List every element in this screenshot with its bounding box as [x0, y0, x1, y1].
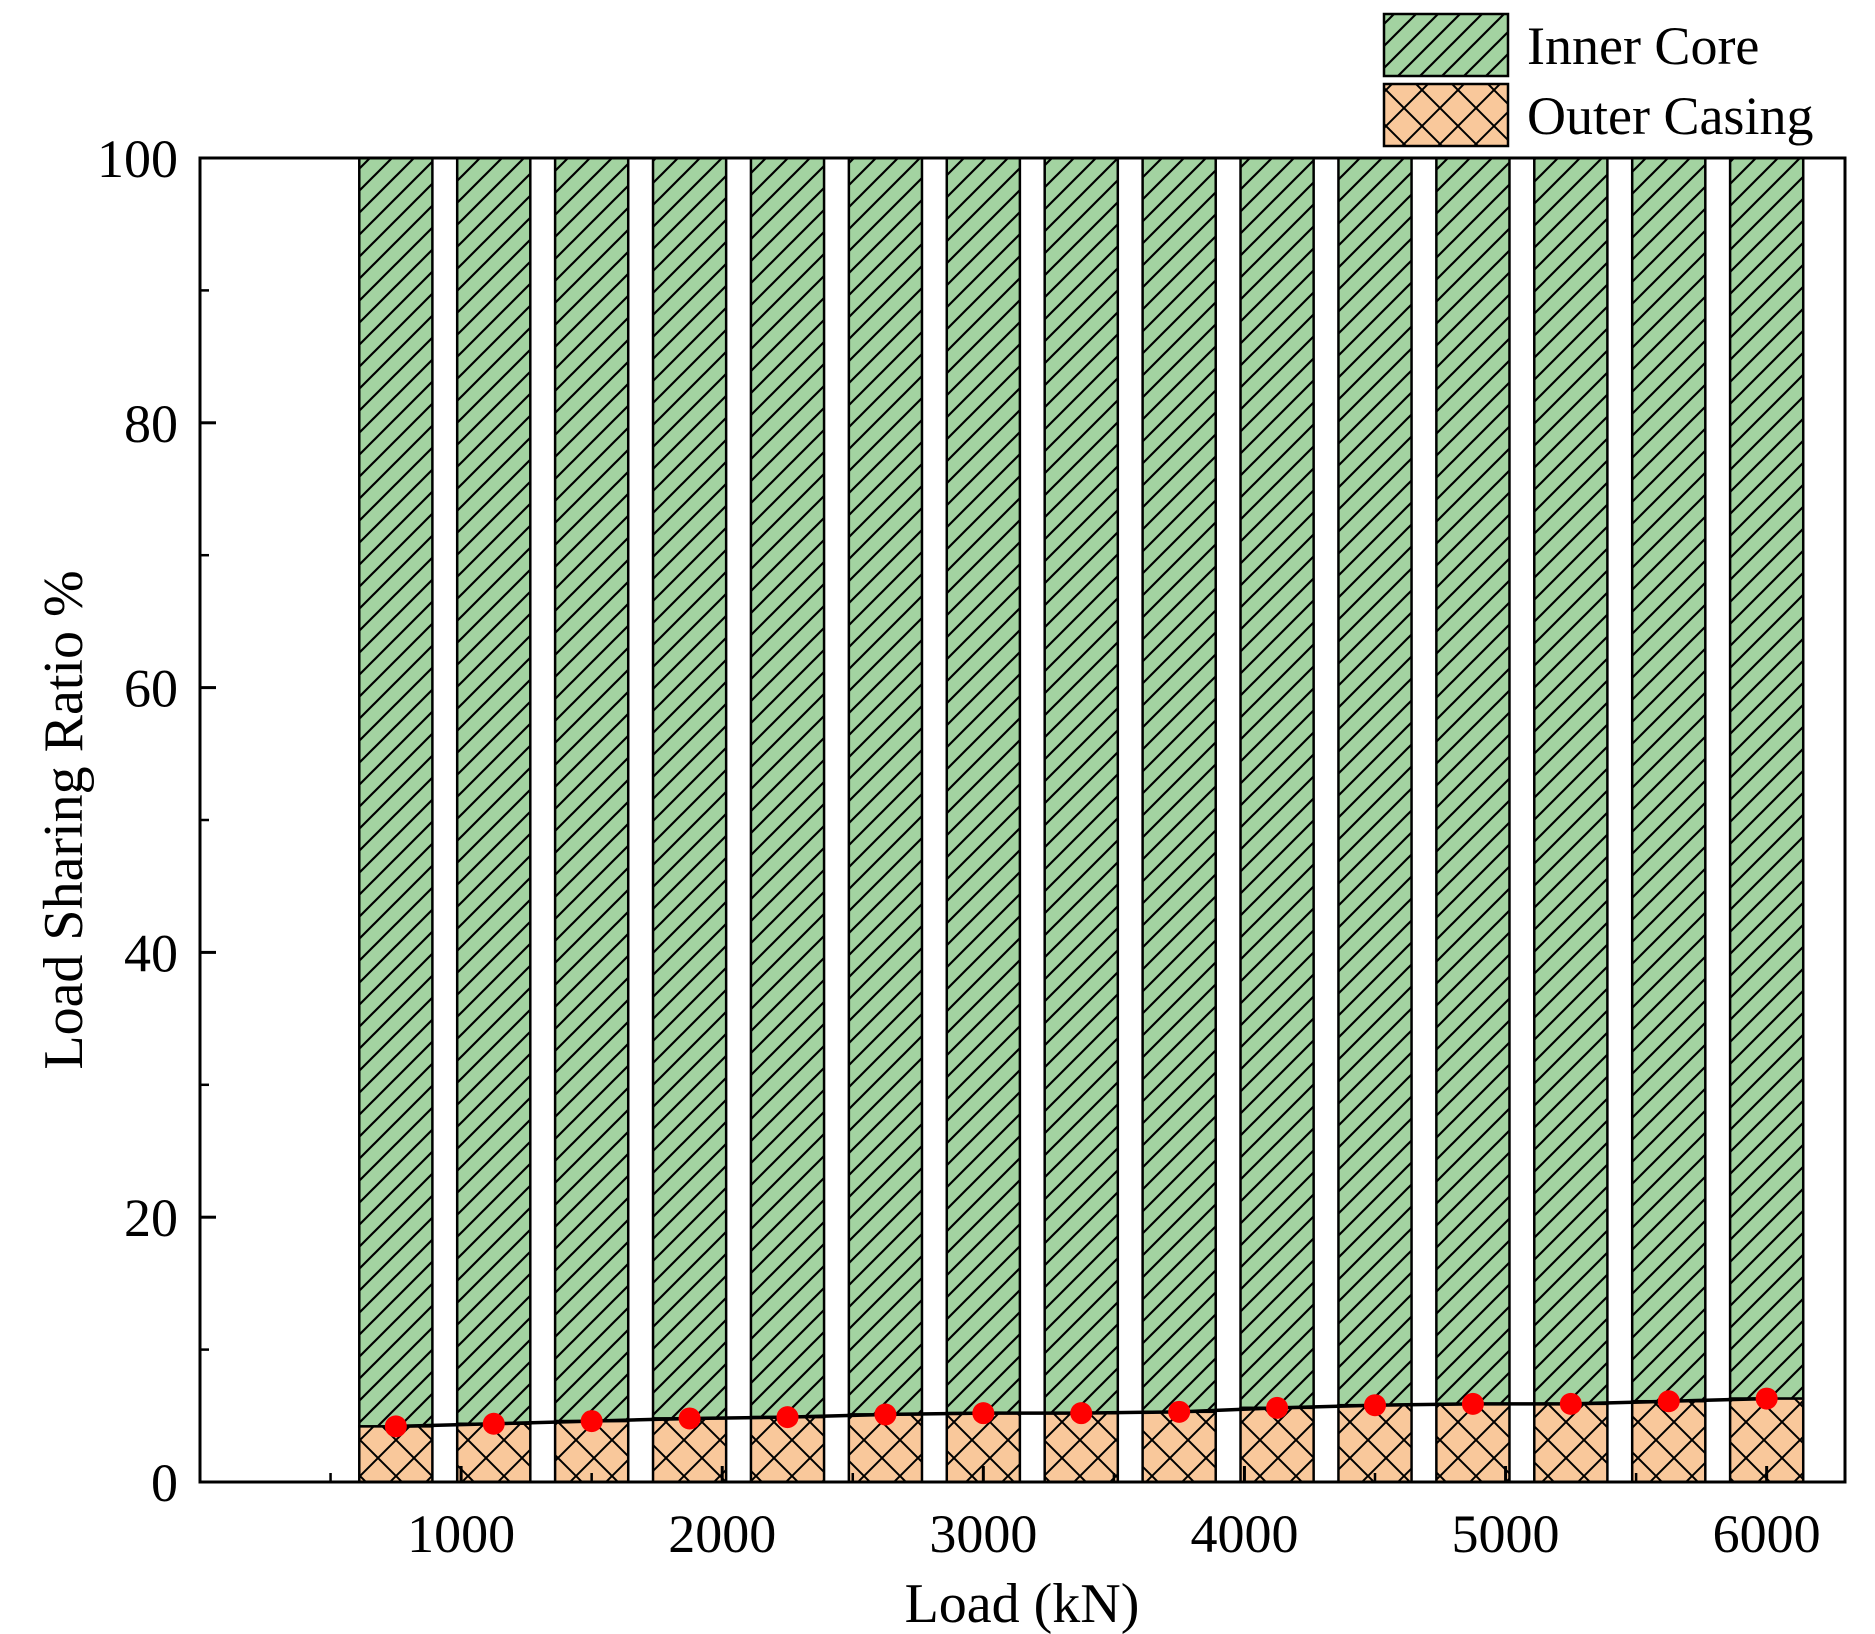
outer-casing-bar — [1630, 1399, 1707, 1484]
legend-swatch-inner-core — [1382, 12, 1510, 78]
outer-casing-marker-layer — [384, 1387, 1778, 1438]
outer-casing-marker — [1070, 1402, 1093, 1425]
inner-core-bar — [651, 156, 728, 1420]
inner-core-bar — [1141, 156, 1217, 1414]
inner-core-bar — [1043, 156, 1120, 1415]
y-tick-label: 20 — [124, 1188, 178, 1248]
inner-core-bar — [1435, 156, 1511, 1406]
outer-casing-bar — [1337, 1403, 1413, 1484]
outer-casing-marker — [1168, 1400, 1191, 1423]
outer-casing-marker — [776, 1406, 799, 1429]
outer-casing-bar — [1435, 1402, 1511, 1484]
inner-core-bar — [749, 156, 826, 1419]
outer-casing-marker — [972, 1402, 995, 1425]
legend-label-outer-casing: Outer Casing — [1527, 86, 1813, 146]
outer-casing-marker — [1461, 1392, 1484, 1415]
legend-swatch-outer-casing — [1382, 82, 1510, 148]
outer-casing-marker — [384, 1415, 407, 1438]
outer-casing-marker — [1364, 1394, 1386, 1417]
inner-core-bar — [1630, 156, 1707, 1403]
y-tick-label: 60 — [124, 659, 178, 719]
y-axis: 0 20 40 60 80 100 — [97, 129, 216, 1513]
outer-casing-bar — [1043, 1411, 1120, 1484]
outer-casing-marker — [1266, 1396, 1289, 1419]
outer-casing-marker — [1559, 1392, 1582, 1415]
outer-casing-marker — [1657, 1390, 1680, 1413]
x-tick-label: 3000 — [929, 1504, 1037, 1564]
inner-core-bar — [847, 156, 924, 1416]
inner-core-bar — [1337, 156, 1413, 1407]
x-tick-label: 6000 — [1713, 1504, 1821, 1564]
x-axis-title: Load (kN) — [905, 1573, 1140, 1634]
outer-casing-marker — [1755, 1387, 1778, 1410]
legend: Inner Core Outer Casing — [1382, 12, 1813, 148]
y-tick-label: 40 — [124, 923, 178, 983]
outer-casing-bar — [651, 1417, 728, 1484]
y-axis-title: Load Sharing Ratio % — [33, 570, 95, 1069]
outer-casing-marker — [874, 1403, 897, 1426]
x-tick-label: 1000 — [407, 1504, 515, 1564]
inner-core-bar — [1728, 156, 1805, 1400]
y-tick-label: 0 — [151, 1453, 178, 1513]
y-tick-label: 100 — [97, 129, 178, 189]
outer-casing-marker — [482, 1412, 505, 1435]
outer-casing-bar — [847, 1413, 924, 1484]
outer-casing-bar — [1533, 1402, 1609, 1484]
inner-core-bar — [455, 156, 532, 1425]
x-tick-label: 5000 — [1452, 1504, 1560, 1564]
bars-layer — [358, 156, 1805, 1484]
outer-casing-marker — [678, 1407, 701, 1430]
inner-core-bar — [945, 156, 1022, 1415]
inner-core-bar — [1239, 156, 1315, 1410]
x-tick-label: 4000 — [1190, 1504, 1298, 1564]
inner-core-bar — [553, 156, 630, 1423]
x-tick-label: 2000 — [668, 1504, 776, 1564]
inner-core-bar — [358, 156, 434, 1428]
legend-label-inner-core: Inner Core — [1527, 16, 1759, 76]
x-axis: 1000 2000 3000 4000 5000 6000 — [329, 1466, 1821, 1564]
inner-core-bar — [1533, 156, 1609, 1406]
y-tick-label: 80 — [124, 394, 178, 454]
outer-casing-bar — [1239, 1406, 1315, 1484]
outer-casing-marker — [580, 1410, 603, 1433]
